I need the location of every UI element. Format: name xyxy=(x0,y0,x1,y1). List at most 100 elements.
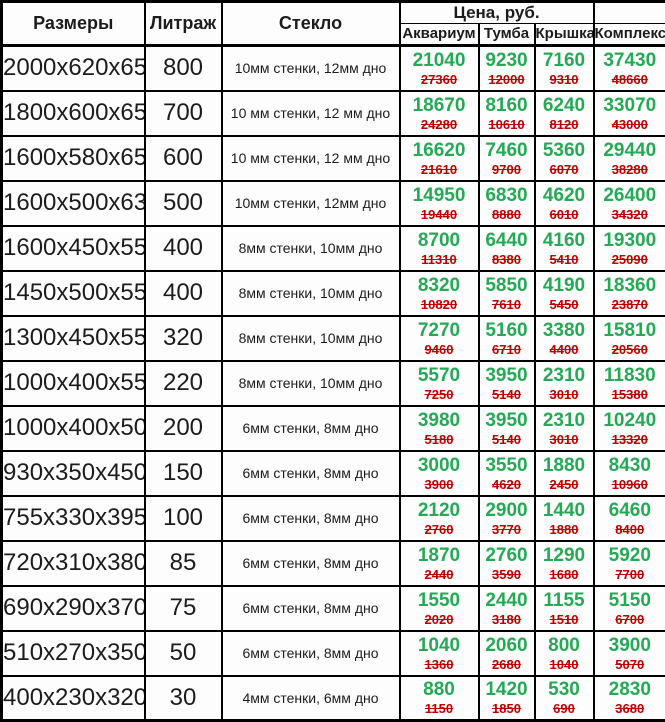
table-row: 1300x450x550 320 8мм стенки, 10мм дно 72… xyxy=(2,316,665,361)
old-price-strikethrough: 3680 xyxy=(595,701,665,716)
column-header-complex: Комплекс xyxy=(594,24,665,46)
old-price-strikethrough: 9310 xyxy=(536,72,593,87)
liters-cell: 30 xyxy=(145,676,222,721)
price-cell-cabinet: 2900 3770 xyxy=(479,496,535,541)
old-price-strikethrough: 10610 xyxy=(480,117,534,132)
price-cell-complex: 11830 15380 xyxy=(594,361,665,406)
column-header-glass: Стекло xyxy=(222,2,400,46)
new-price: 1880 xyxy=(536,455,593,477)
new-price: 1040 xyxy=(401,635,478,657)
table-row: 1000x400x550 220 8мм стенки, 10мм дно 55… xyxy=(2,361,665,406)
new-price: 18360 xyxy=(595,275,665,297)
price-cell-lid: 4160 5410 xyxy=(535,226,594,271)
price-cell-aquarium: 8700 11310 xyxy=(400,226,479,271)
price-cell-complex: 6460 8400 xyxy=(594,496,665,541)
old-price-strikethrough: 38280 xyxy=(595,162,665,177)
price-cell-lid: 1290 1680 xyxy=(535,541,594,586)
column-header-lid: Крышка xyxy=(535,24,594,46)
price-cell-lid: 4620 6010 xyxy=(535,181,594,226)
price-cell-aquarium: 2120 2760 xyxy=(400,496,479,541)
old-price-strikethrough: 25090 xyxy=(595,252,665,267)
price-cell-complex: 5920 7700 xyxy=(594,541,665,586)
new-price: 800 xyxy=(536,635,593,657)
price-cell-complex: 19300 25090 xyxy=(594,226,665,271)
new-price: 1290 xyxy=(536,545,593,567)
old-price-strikethrough: 3180 xyxy=(480,612,534,627)
old-price-strikethrough: 8120 xyxy=(536,117,593,132)
new-price: 2310 xyxy=(536,365,593,387)
old-price-strikethrough: 1850 xyxy=(480,701,534,716)
old-price-strikethrough: 24280 xyxy=(401,117,478,132)
old-price-strikethrough: 690 xyxy=(536,701,593,716)
new-price: 33070 xyxy=(595,95,665,117)
size-cell: 1600x450x550 xyxy=(2,226,145,271)
price-cell-lid: 2310 3010 xyxy=(535,361,594,406)
price-cell-aquarium: 3000 3900 xyxy=(400,451,479,496)
liters-cell: 400 xyxy=(145,271,222,316)
old-price-strikethrough: 1360 xyxy=(401,657,478,672)
size-cell: 930x350x450 xyxy=(2,451,145,496)
price-cell-lid: 6240 8120 xyxy=(535,91,594,136)
price-cell-cabinet: 9230 12000 xyxy=(479,46,535,91)
new-price: 2310 xyxy=(536,410,593,432)
old-price-strikethrough: 43000 xyxy=(595,117,665,132)
new-price: 21040 xyxy=(401,50,478,72)
glass-cell: 10 мм стенки, 12 мм дно xyxy=(222,91,400,136)
size-cell: 1000x400x500 xyxy=(2,406,145,451)
old-price-strikethrough: 10960 xyxy=(595,477,665,492)
liters-cell: 85 xyxy=(145,541,222,586)
new-price: 6440 xyxy=(480,230,534,252)
old-price-strikethrough: 1510 xyxy=(536,612,593,627)
price-cell-lid: 2310 3010 xyxy=(535,406,594,451)
glass-cell: 8мм стенки, 10мм дно xyxy=(222,361,400,406)
new-price: 2120 xyxy=(401,500,478,522)
column-header-cabinet: Тумба xyxy=(479,24,535,46)
old-price-strikethrough: 5070 xyxy=(595,657,665,672)
price-cell-cabinet: 7460 9700 xyxy=(479,136,535,181)
new-price: 1420 xyxy=(480,679,534,701)
price-cell-complex: 26400 34320 xyxy=(594,181,665,226)
old-price-strikethrough: 1680 xyxy=(536,567,593,582)
new-price: 11830 xyxy=(595,365,665,387)
liters-cell: 75 xyxy=(145,586,222,631)
price-cell-cabinet: 1420 1850 xyxy=(479,676,535,721)
old-price-strikethrough: 4620 xyxy=(480,477,534,492)
new-price: 4190 xyxy=(536,275,593,297)
new-price: 7460 xyxy=(480,140,534,162)
new-price: 2060 xyxy=(480,635,534,657)
size-cell: 2000x620x650 xyxy=(2,46,145,91)
size-cell: 690x290x370 xyxy=(2,586,145,631)
size-cell: 400x230x320 xyxy=(2,676,145,721)
old-price-strikethrough: 5140 xyxy=(480,387,534,402)
old-price-strikethrough: 5450 xyxy=(536,297,593,312)
new-price: 6830 xyxy=(480,185,534,207)
table-body: 2000x620x650 800 10мм стенки, 12мм дно 2… xyxy=(2,46,665,721)
new-price: 8430 xyxy=(595,455,665,477)
old-price-strikethrough: 2450 xyxy=(536,477,593,492)
new-price: 4160 xyxy=(536,230,593,252)
new-price: 15810 xyxy=(595,320,665,342)
size-cell: 1000x400x550 xyxy=(2,361,145,406)
size-cell: 510x270x350 xyxy=(2,631,145,676)
old-price-strikethrough: 3010 xyxy=(536,432,593,447)
price-cell-lid: 3380 4400 xyxy=(535,316,594,361)
new-price: 14950 xyxy=(401,185,478,207)
old-price-strikethrough: 5180 xyxy=(401,432,478,447)
old-price-strikethrough: 2020 xyxy=(401,612,478,627)
new-price: 7160 xyxy=(536,50,593,72)
new-price: 3550 xyxy=(480,455,534,477)
old-price-strikethrough: 2440 xyxy=(401,567,478,582)
table-row: 1600x500x630 500 10мм стенки, 12мм дно 1… xyxy=(2,181,665,226)
new-price: 16620 xyxy=(401,140,478,162)
new-price: 6460 xyxy=(595,500,665,522)
size-cell: 1300x450x550 xyxy=(2,316,145,361)
old-price-strikethrough: 3590 xyxy=(480,567,534,582)
price-cell-cabinet: 6830 8880 xyxy=(479,181,535,226)
price-cell-complex: 33070 43000 xyxy=(594,91,665,136)
old-price-strikethrough: 7610 xyxy=(480,297,534,312)
new-price: 3950 xyxy=(480,365,534,387)
price-cell-lid: 5360 6070 xyxy=(535,136,594,181)
glass-cell: 6мм стенки, 8мм дно xyxy=(222,451,400,496)
new-price: 1155 xyxy=(536,590,593,612)
liters-cell: 600 xyxy=(145,136,222,181)
